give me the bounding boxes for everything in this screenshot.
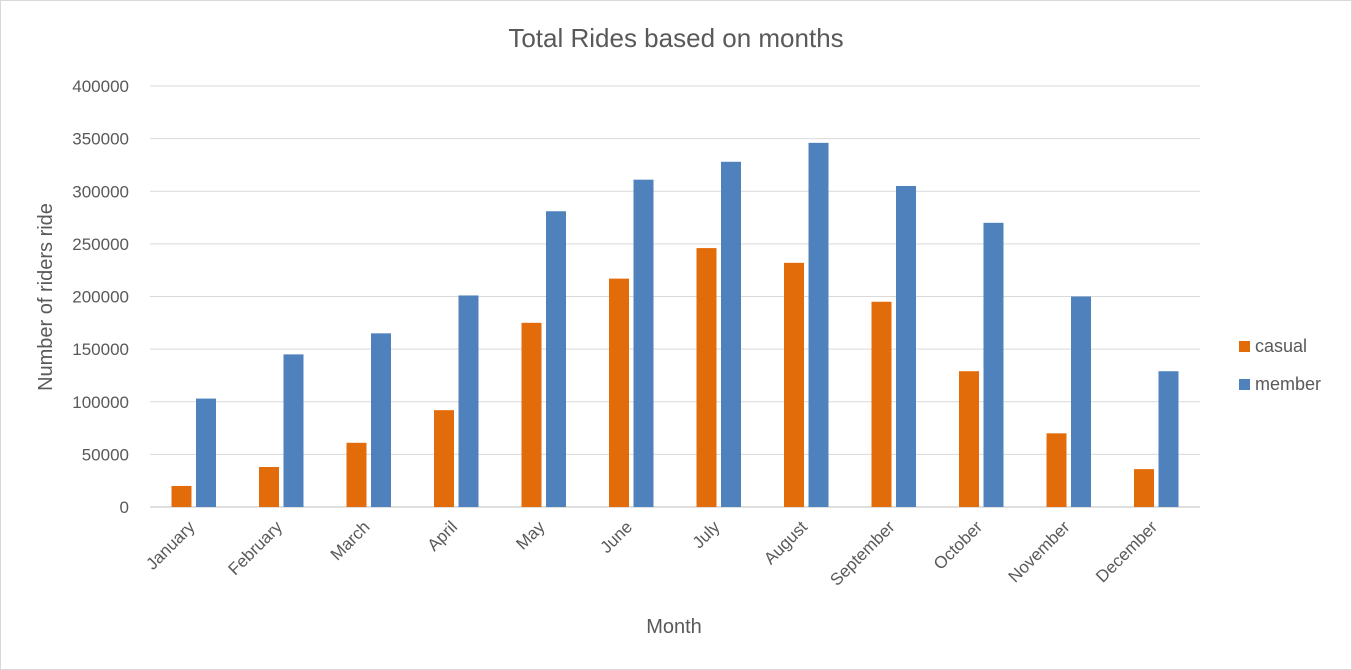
x-tick-label: April (424, 517, 461, 554)
x-tick-label: September (826, 517, 898, 589)
bar-casual-may (521, 322, 542, 507)
x-tick-label: January (142, 517, 199, 574)
bars (171, 142, 1179, 508)
x-axis-ticks: January February March April May June July Augu… (142, 517, 1161, 590)
x-tick-label: December (1092, 517, 1161, 586)
x-tick-label: October (930, 517, 986, 573)
y-tick-label: 200000 (72, 288, 129, 307)
bar-casual-july (696, 248, 717, 507)
bar-member-april (458, 295, 479, 507)
bar-casual-june (609, 278, 629, 507)
bar-member-june (633, 179, 654, 508)
x-tick-label: July (689, 517, 724, 552)
y-tick-label: 300000 (72, 182, 129, 201)
bar-casual-october (959, 371, 979, 507)
bar-member-february (283, 354, 304, 507)
y-tick-label: 0 (120, 498, 129, 517)
x-axis-title: Month (646, 616, 702, 638)
x-tick-label: June (597, 517, 637, 557)
bar-member-march (371, 333, 391, 507)
bar-casual-january (171, 485, 192, 507)
gridlines (150, 85, 1200, 508)
bar-member-september (896, 185, 916, 508)
bar-member-august (808, 142, 829, 507)
bar-member-january (196, 398, 216, 507)
legend-swatch-casual (1239, 341, 1250, 352)
bar-member-november (1071, 296, 1091, 507)
x-tick-label: August (760, 517, 811, 568)
y-axis-title: Number of riders ride (35, 203, 57, 391)
y-tick-label: 100000 (72, 393, 129, 412)
legend-label-member: member (1255, 374, 1321, 394)
bar-member-december (1158, 371, 1179, 507)
y-tick-label: 50000 (82, 445, 129, 464)
legend: casual member (1239, 336, 1321, 394)
y-tick-label: 250000 (72, 235, 129, 254)
legend-swatch-member (1239, 379, 1250, 390)
x-tick-label: March (327, 517, 374, 564)
bar-casual-november (1046, 433, 1067, 507)
y-tick-label: 400000 (72, 77, 129, 96)
x-tick-label: November (1005, 517, 1074, 586)
legend-label-casual: casual (1255, 336, 1307, 356)
bar-casual-september (871, 301, 892, 507)
bar-member-july (721, 161, 741, 507)
y-axis-ticks: 0 50000 100000 150000 200000 250000 300000 3500… (72, 77, 129, 517)
bar-casual-march (346, 442, 367, 507)
bar-member-may (546, 211, 566, 507)
bar-member-october (983, 222, 1004, 507)
y-tick-label: 350000 (72, 130, 129, 149)
x-tick-label: May (512, 517, 548, 553)
x-tick-label: February (225, 517, 287, 579)
bar-casual-february (259, 467, 279, 507)
bar-casual-april (434, 410, 454, 507)
bar-casual-august (784, 262, 804, 507)
bar-casual-december (1134, 469, 1154, 507)
chart-title: Total Rides based on months (508, 23, 843, 53)
y-tick-label: 150000 (72, 340, 129, 359)
